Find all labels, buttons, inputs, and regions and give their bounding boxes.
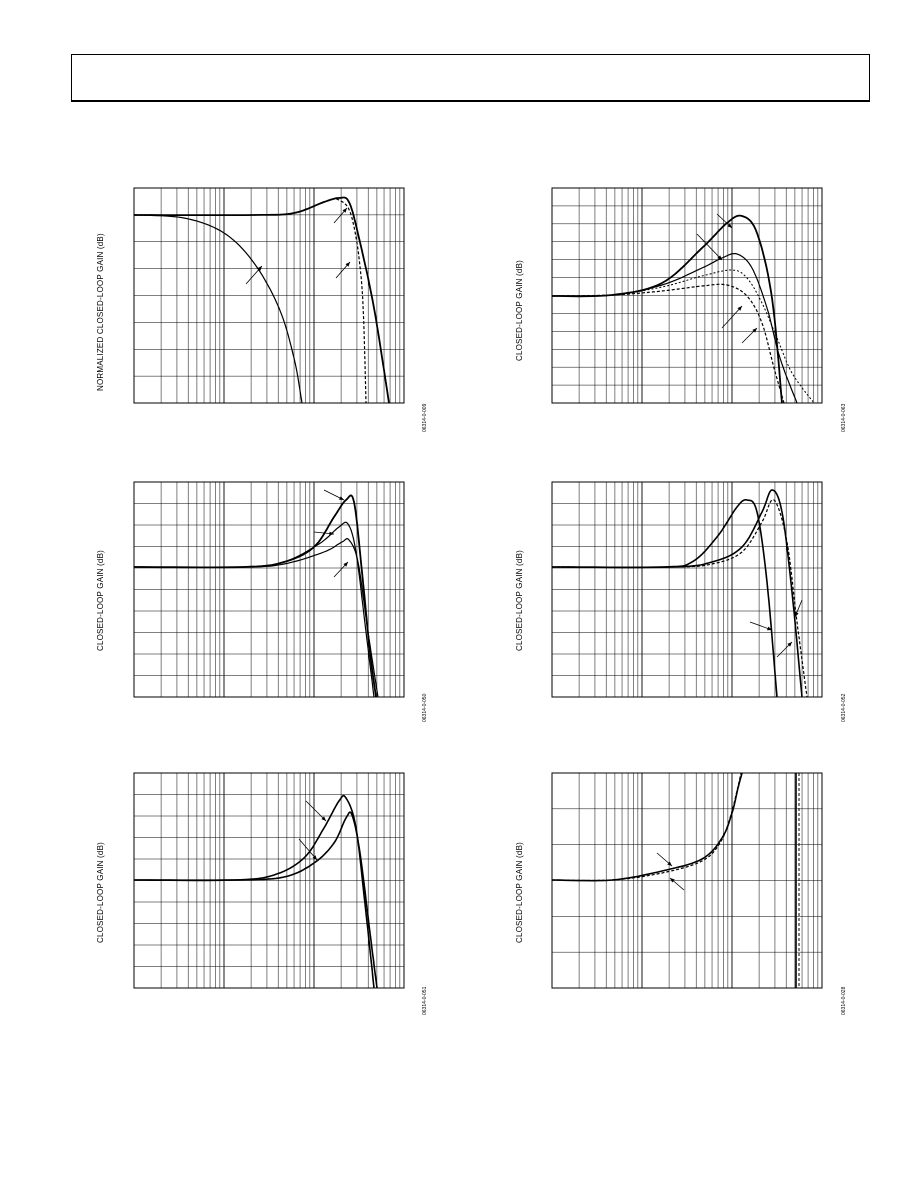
arrow-head xyxy=(257,266,262,271)
figure-id: 06314-0-050 xyxy=(422,693,428,722)
series-line-3 xyxy=(134,537,379,698)
arrow-head xyxy=(312,855,317,860)
y-axis-label: NORMALIZED CLOSED-LOOP GAIN (dB) xyxy=(96,233,105,391)
y-axis-label: CLOSED-LOOP GAIN (dB) xyxy=(515,550,524,651)
annotation-arrow xyxy=(696,233,723,261)
arrow-head xyxy=(670,878,675,883)
series-line-2 xyxy=(552,253,798,404)
series-line-1 xyxy=(134,196,390,404)
arrow-head xyxy=(794,612,799,617)
chart-plot-2 xyxy=(551,187,823,404)
arrow-head xyxy=(717,255,722,260)
annotation-arrow xyxy=(721,305,743,329)
y-axis-label: CLOSED-LOOP GAIN (dB) xyxy=(96,550,105,651)
chart-plot-3 xyxy=(133,481,405,698)
chart-plot-1 xyxy=(133,187,405,404)
figure-id: 06314-0-028 xyxy=(841,986,847,1015)
series-line-2 xyxy=(134,811,378,989)
arrow-head xyxy=(339,496,344,500)
arrow-head xyxy=(667,861,672,866)
figure-id: 06314-0-063 xyxy=(841,403,847,432)
series-line-3 xyxy=(133,214,303,404)
figure-id: 06314-0-051 xyxy=(422,986,428,1015)
figure-id: 06314-0-009 xyxy=(422,403,428,432)
arrow-head xyxy=(345,262,350,267)
arrow-head xyxy=(752,328,757,333)
annotation-arrow xyxy=(298,838,318,861)
series-line-2 xyxy=(134,198,367,404)
arrow-head xyxy=(329,531,334,536)
series-line-1 xyxy=(134,794,375,989)
header-box xyxy=(71,54,870,102)
series-line-2 xyxy=(552,772,742,882)
figure-id: 06314-0-052 xyxy=(841,693,847,722)
chart-plot-4 xyxy=(551,481,823,698)
series-line-3 xyxy=(552,498,808,698)
series-line-4 xyxy=(552,283,785,404)
chart-plot-6 xyxy=(551,772,823,989)
chart-plot-5 xyxy=(133,772,405,989)
series-line-2 xyxy=(552,489,803,698)
y-axis-label: CLOSED-LOOP GAIN (dB) xyxy=(515,260,524,361)
arrow-head xyxy=(727,223,732,228)
arrow-head xyxy=(737,306,742,311)
arrow-head xyxy=(787,642,792,647)
annotation-arrow xyxy=(305,800,327,822)
arrow-head xyxy=(321,816,326,821)
y-axis-label: CLOSED-LOOP GAIN (dB) xyxy=(515,842,524,943)
y-axis-label: CLOSED-LOOP GAIN (dB) xyxy=(96,842,105,943)
arrow-head xyxy=(343,562,348,567)
arrow-head xyxy=(342,208,347,213)
arrow-head xyxy=(767,626,772,631)
